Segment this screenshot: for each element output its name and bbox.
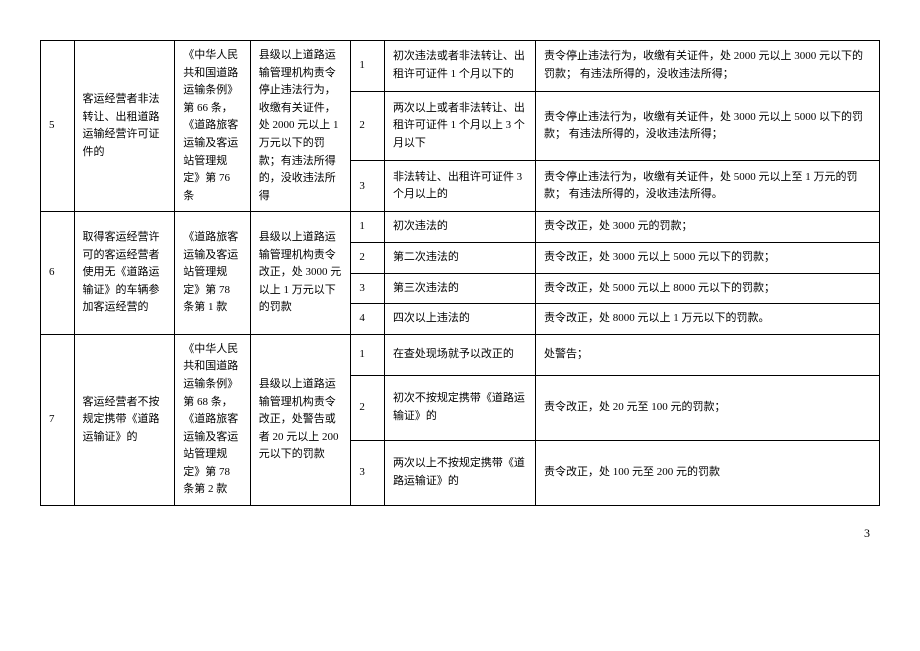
sub-index: 1 bbox=[351, 334, 385, 375]
table-row: 5客运经营者非法转让、出租道路运输经营许可证件的《中华人民共和国道路运输条例》第… bbox=[41, 41, 880, 92]
sub-index: 3 bbox=[351, 273, 385, 304]
sub-index: 1 bbox=[351, 212, 385, 243]
result: 责令改正，处 5000 元以上 8000 元以下的罚款； bbox=[535, 273, 879, 304]
penalty-desc: 县级以上道路运输管理机构责令停止违法行为，收缴有关证件，处 2000 元以上 1… bbox=[250, 41, 351, 212]
table-row: 7客运经营者不按规定携带《道路运输证》的《中华人民共和国道路运输条例》第 68 … bbox=[41, 334, 880, 375]
condition: 在查处现场就予以改正的 bbox=[384, 334, 535, 375]
condition: 初次违法或者非法转让、出租许可证件 1 个月以下的 bbox=[384, 41, 535, 92]
sub-index: 3 bbox=[351, 441, 385, 506]
result: 责令停止违法行为，收缴有关证件，处 2000 元以上 3000 元以下的罚款； … bbox=[535, 41, 879, 92]
result: 责令停止违法行为，收缴有关证件，处 5000 元以上至 1 万元的罚款； 有违法… bbox=[535, 161, 879, 212]
group-index: 5 bbox=[41, 41, 75, 212]
page-number: 3 bbox=[40, 526, 880, 541]
violation-desc: 客运经营者不按规定携带《道路运输证》的 bbox=[74, 334, 175, 505]
penalty-desc: 县级以上道路运输管理机构责令改正，处警告或者 20 元以上 200 元以下的罚款 bbox=[250, 334, 351, 505]
sub-index: 2 bbox=[351, 376, 385, 441]
condition: 两次以上或者非法转让、出租许可证件 1 个月以上 3 个月以下 bbox=[384, 91, 535, 161]
sub-index: 2 bbox=[351, 91, 385, 161]
condition: 非法转让、出租许可证件 3 个月以上的 bbox=[384, 161, 535, 212]
result: 责令改正，处 8000 元以上 1 万元以下的罚款。 bbox=[535, 304, 879, 335]
group-index: 6 bbox=[41, 212, 75, 334]
result: 责令改正，处 3000 元的罚款； bbox=[535, 212, 879, 243]
result: 责令停止违法行为，收缴有关证件，处 3000 元以上 5000 以下的罚款； 有… bbox=[535, 91, 879, 161]
sub-index: 1 bbox=[351, 41, 385, 92]
result: 责令改正，处 100 元至 200 元的罚款 bbox=[535, 441, 879, 506]
condition: 初次不按规定携带《道路运输证》的 bbox=[384, 376, 535, 441]
result: 责令改正，处 20 元至 100 元的罚款； bbox=[535, 376, 879, 441]
condition: 两次以上不按规定携带《道路运输证》的 bbox=[384, 441, 535, 506]
sub-index: 3 bbox=[351, 161, 385, 212]
legal-basis: 《中华人民共和国道路运输条例》第 66 条，《道路旅客运输及客运站管理规定》第 … bbox=[175, 41, 251, 212]
sub-index: 2 bbox=[351, 242, 385, 273]
result: 处警告； bbox=[535, 334, 879, 375]
regulation-table: 5客运经营者非法转让、出租道路运输经营许可证件的《中华人民共和国道路运输条例》第… bbox=[40, 40, 880, 506]
result: 责令改正，处 3000 元以上 5000 元以下的罚款； bbox=[535, 242, 879, 273]
legal-basis: 《中华人民共和国道路运输条例》第 68 条，《道路旅客运输及客运站管理规定》第 … bbox=[175, 334, 251, 505]
condition: 第三次违法的 bbox=[384, 273, 535, 304]
table-row: 6取得客运经营许可的客运经营者使用无《道路运输证》的车辆参加客运经营的《道路旅客… bbox=[41, 212, 880, 243]
legal-basis: 《道路旅客运输及客运站管理规定》第 78 条第 1 款 bbox=[175, 212, 251, 334]
violation-desc: 取得客运经营许可的客运经营者使用无《道路运输证》的车辆参加客运经营的 bbox=[74, 212, 175, 334]
condition: 第二次违法的 bbox=[384, 242, 535, 273]
penalty-desc: 县级以上道路运输管理机构责令改正，处 3000 元以上 1 万元以下的罚款 bbox=[250, 212, 351, 334]
sub-index: 4 bbox=[351, 304, 385, 335]
group-index: 7 bbox=[41, 334, 75, 505]
condition: 初次违法的 bbox=[384, 212, 535, 243]
violation-desc: 客运经营者非法转让、出租道路运输经营许可证件的 bbox=[74, 41, 175, 212]
condition: 四次以上违法的 bbox=[384, 304, 535, 335]
